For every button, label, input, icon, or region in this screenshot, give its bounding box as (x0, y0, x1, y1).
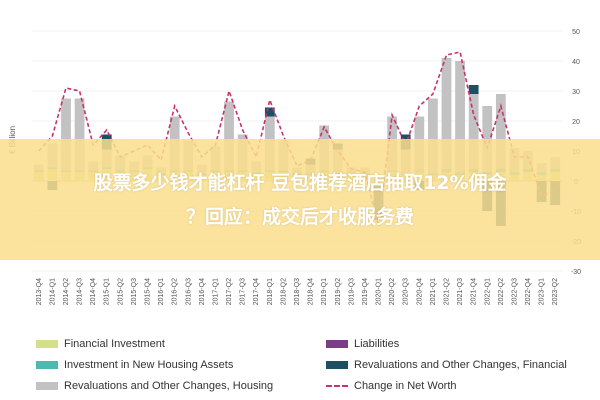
legend-label: Change in Net Worth (354, 379, 457, 392)
bar-segment (428, 98, 438, 174)
x-tick-label: 2014-Q2 (63, 278, 70, 305)
x-tick-label: 2018-Q4 (308, 278, 315, 305)
x-tick-label: 2022-Q2 (498, 278, 505, 305)
bar-segment (61, 98, 71, 171)
x-tick-label: 2016-Q4 (199, 278, 206, 305)
x-tick-label: 2019-Q4 (362, 278, 369, 305)
x-tick-label: 2016-Q2 (172, 278, 179, 305)
bar-segment (264, 107, 275, 117)
x-tick-label: 2019-Q2 (335, 278, 342, 305)
legend-label: Revaluations and Other Changes, Housing (64, 379, 274, 392)
x-tick-label: 2018-Q3 (294, 278, 301, 305)
x-tick-label: 2021-Q1 (430, 278, 437, 305)
bar-segment (224, 101, 234, 171)
x-tick-label: 2016-Q1 (158, 278, 165, 305)
legend: Financial Investment Liabilities Investm… (36, 334, 586, 395)
bar-segment (441, 58, 452, 169)
x-tick-label: 2014-Q3 (77, 278, 84, 305)
x-tick-label: 2014-Q4 (90, 278, 97, 305)
x-tick-label: 2014-Q1 (49, 278, 56, 305)
legend-swatch (36, 381, 58, 390)
x-tick-label: 2015-Q2 (117, 278, 124, 305)
x-tick-label: 2017-Q1 (212, 278, 219, 305)
x-tick-label: 2022-Q3 (511, 278, 518, 305)
legend-item-revaluations-financial: Revaluations and Other Changes, Financia… (326, 355, 586, 374)
x-tick-label: 2020-Q3 (403, 278, 410, 305)
legend-swatch (36, 360, 58, 369)
x-tick-label: 2015-Q1 (104, 278, 111, 305)
x-tick-label: 2019-Q1 (321, 278, 328, 305)
legend-label: Financial Investment (64, 337, 165, 350)
y-tick-label: 50 (572, 29, 580, 36)
x-tick-label: 2018-Q2 (280, 278, 287, 305)
x-tick-label: 2017-Q4 (253, 278, 260, 305)
bar-segment (468, 85, 479, 94)
x-tick-label: 2018-Q1 (267, 278, 274, 305)
x-tick-label: 2020-Q2 (389, 278, 396, 305)
legend-item-financial-investment: Financial Investment (36, 334, 326, 353)
legend-item-new-housing: Investment in New Housing Assets (36, 355, 326, 374)
banner-line-2: ？回应：成交后才收服务费 (185, 205, 414, 228)
x-tick-label: 2015-Q3 (131, 278, 138, 305)
y-tick-label: 40 (572, 59, 580, 66)
y-tick-label: 20 (572, 119, 580, 126)
legend-label: Liabilities (354, 337, 400, 350)
x-tick-label: 2021-Q2 (443, 278, 450, 305)
x-tick-label: 2021-Q4 (471, 278, 478, 305)
x-tick-label: 2023-Q2 (552, 278, 559, 305)
legend-label: Revaluations and Other Changes, Financia… (354, 358, 567, 371)
x-tick-label: 2017-Q3 (240, 278, 247, 305)
legend-item-revaluations-housing: Revaluations and Other Changes, Housing (36, 376, 326, 395)
overlay-banner: 股票多少钱才能杠杆 豆包推荐酒店抽取12%佣金 ？回应：成交后才收服务费 (0, 139, 600, 260)
y-tick-label: -30 (571, 269, 581, 276)
x-tick-label: 2017-Q2 (226, 278, 233, 305)
y-tick-label: 30 (572, 89, 580, 96)
x-tick-label: 2020-Q1 (376, 278, 383, 305)
legend-swatch (36, 339, 58, 348)
x-tick-label: 2023-Q1 (539, 278, 546, 305)
bar-segment (74, 98, 85, 171)
x-tick-label: 2022-Q4 (525, 278, 532, 305)
legend-swatch (326, 360, 348, 369)
bar-segment (468, 94, 479, 169)
x-tick-label: 2016-Q3 (185, 278, 192, 305)
x-tick-label: 2013-Q4 (36, 278, 43, 305)
legend-item-liabilities: Liabilities (326, 334, 586, 353)
bar-segment (455, 61, 465, 172)
x-tick-label: 2019-Q3 (348, 278, 355, 305)
legend-swatch (326, 339, 348, 348)
x-tick-label: 2021-Q3 (457, 278, 464, 305)
x-tick-label: 2022-Q1 (484, 278, 491, 305)
legend-dash (326, 384, 348, 387)
legend-label: Investment in New Housing Assets (64, 358, 234, 371)
x-tick-label: 2015-Q4 (145, 278, 152, 305)
banner-line-1: 股票多少钱才能杠杆 豆包推荐酒店抽取12%佣金 (93, 171, 507, 194)
x-tick-label: 2020-Q4 (416, 278, 423, 305)
x-axis-ticks: 2013-Q4 2014-Q1 2014-Q2 2014-Q3 2014-Q4 2015-… (36, 278, 559, 305)
legend-item-net-worth: Change in Net Worth (326, 376, 586, 395)
bar-segment (495, 94, 506, 169)
